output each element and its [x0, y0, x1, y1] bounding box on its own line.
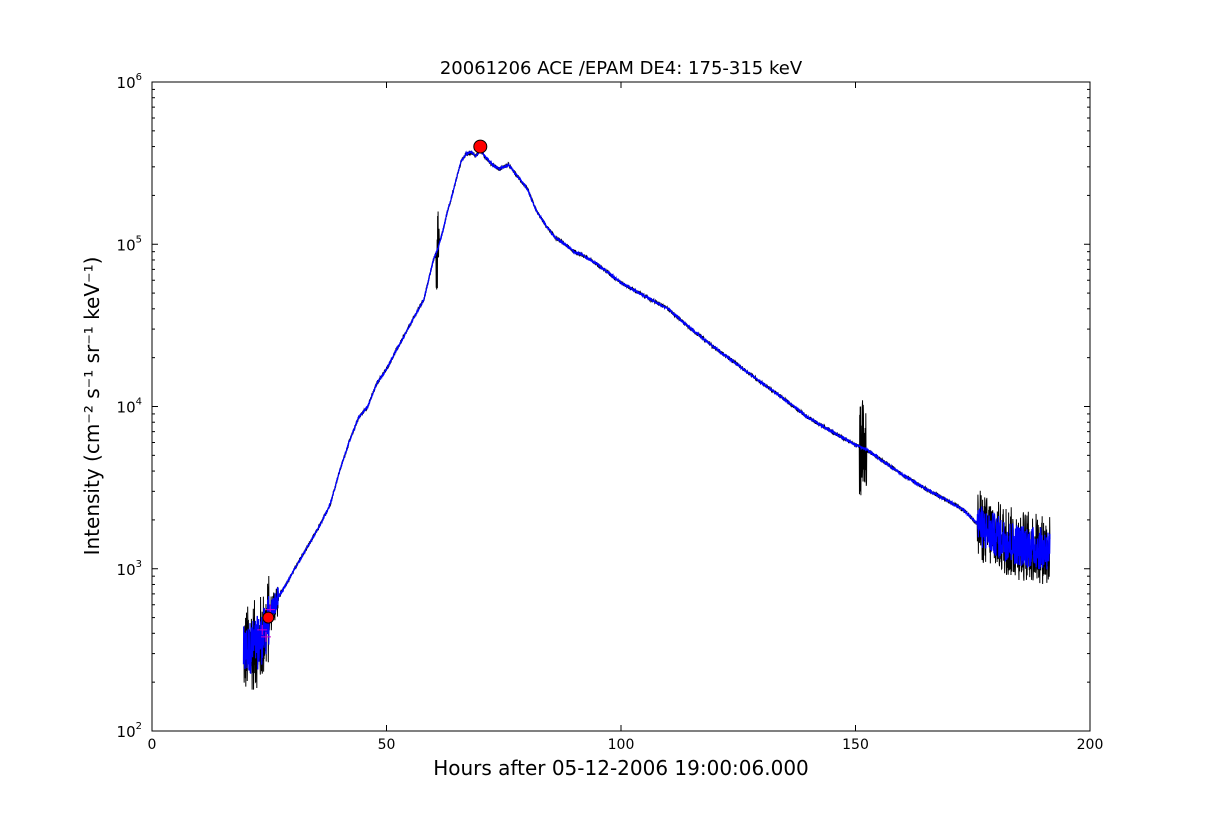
onset-cross-1 [260, 631, 271, 642]
smoothed-intensity-line [242, 147, 1051, 674]
peak-marker [473, 139, 488, 154]
x-tick-label: 150 [842, 737, 869, 753]
x-axis-label: Hours after 05-12-2006 19:00:06.000 [433, 756, 809, 780]
x-tick-label: 0 [148, 737, 157, 753]
y-axis-label: Intensity (cm⁻² s⁻¹ sr⁻¹ keV⁻¹) [80, 257, 104, 556]
y-tick-label: 103 [117, 559, 142, 579]
y-tick-label: 104 [117, 397, 142, 417]
x-tick-label: 50 [378, 737, 396, 753]
x-tick-label: 100 [608, 737, 635, 753]
y-tick-label: 105 [117, 234, 142, 254]
x-tick-label: 200 [1077, 737, 1104, 753]
chart-title: 20061206 ACE /EPAM DE4: 175-315 keV [440, 58, 803, 79]
y-tick-label: 102 [117, 721, 142, 741]
onset-marker [262, 611, 275, 624]
y-tick-label: 106 [117, 72, 142, 92]
onset-cross-0 [257, 624, 268, 635]
plot-area: 0 50 100 150 200 102 103 104 105 106 [117, 72, 1104, 753]
